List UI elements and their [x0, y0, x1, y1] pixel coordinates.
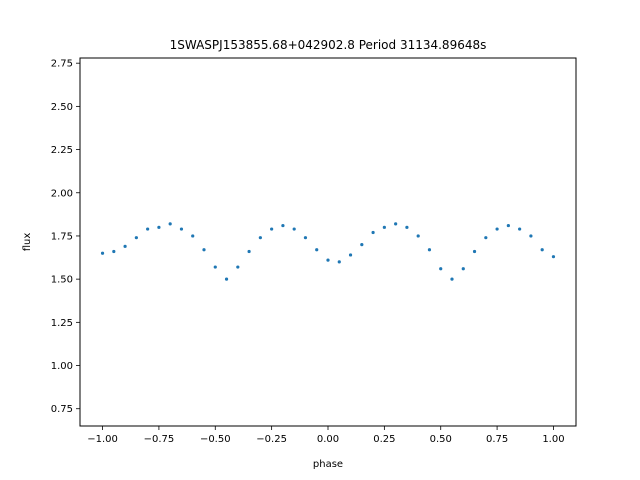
data-point [179, 227, 184, 231]
x-axis: −1.00 −0.75 −0.50 −0.25 0.00 0.25 0.50 0.75 1.00 [87, 426, 565, 445]
data-point [551, 255, 556, 259]
y-tick-label: 1.25 [51, 318, 73, 329]
y-tick-label: 1.50 [51, 275, 73, 286]
x-axis-label: phase [313, 459, 343, 470]
data-point [281, 223, 285, 228]
data-point [337, 260, 341, 264]
data-point [112, 249, 116, 254]
data-point [495, 227, 499, 231]
data-point [270, 227, 274, 231]
x-tick-label: −0.25 [256, 434, 287, 445]
data-point [427, 248, 432, 252]
data-point [258, 236, 262, 240]
data-point [236, 265, 240, 269]
data-point [371, 230, 375, 235]
x-tick-label: 1.00 [542, 434, 564, 445]
data-point [213, 265, 217, 269]
data-point [484, 236, 488, 240]
data-point [134, 236, 138, 240]
x-tick-label: 0.25 [373, 434, 395, 445]
y-tick-label: 1.75 [51, 231, 73, 242]
x-tick-label: 0.75 [486, 434, 508, 445]
y-tick-label: 2.00 [51, 188, 73, 199]
y-axis: 0.75 1.00 1.25 1.50 1.75 2.00 2.25 2.50 2.75 [51, 59, 80, 415]
data-point [224, 277, 229, 281]
data-point [416, 234, 420, 238]
data-point [360, 242, 364, 247]
data-points [100, 222, 556, 281]
data-point [247, 249, 251, 254]
data-point [157, 225, 161, 229]
data-point [450, 277, 454, 281]
y-tick-label: 2.25 [51, 145, 73, 156]
data-point [472, 249, 477, 254]
x-tick-label: −0.50 [200, 434, 231, 445]
data-point [326, 258, 330, 262]
data-point [168, 222, 172, 226]
y-tick-label: 2.50 [51, 102, 73, 113]
x-tick-label: 0.50 [430, 434, 452, 445]
data-point [191, 234, 195, 238]
x-tick-label: −0.75 [144, 434, 175, 445]
data-point [303, 236, 308, 240]
y-tick-label: 1.00 [51, 361, 73, 372]
y-axis-label: flux [22, 233, 33, 252]
data-point [146, 227, 150, 231]
data-point [292, 227, 296, 231]
data-point [315, 248, 319, 252]
data-point [506, 223, 510, 228]
data-point [394, 222, 398, 226]
data-point [123, 244, 127, 248]
data-point [439, 267, 443, 271]
data-point [518, 227, 522, 231]
y-tick-label: 0.75 [51, 404, 73, 415]
data-point [100, 251, 105, 255]
chart-title: 1SWASPJ153855.68+042902.8 Period 31134.8… [170, 38, 487, 52]
data-point [540, 248, 544, 252]
data-point [461, 267, 465, 271]
data-point [348, 253, 353, 257]
x-tick-label: −1.00 [87, 434, 118, 445]
data-point [382, 225, 386, 229]
x-tick-label: 0.00 [317, 434, 339, 445]
data-point [405, 225, 409, 229]
y-tick-label: 2.75 [51, 59, 73, 70]
data-point [529, 234, 533, 238]
data-point [202, 248, 206, 252]
